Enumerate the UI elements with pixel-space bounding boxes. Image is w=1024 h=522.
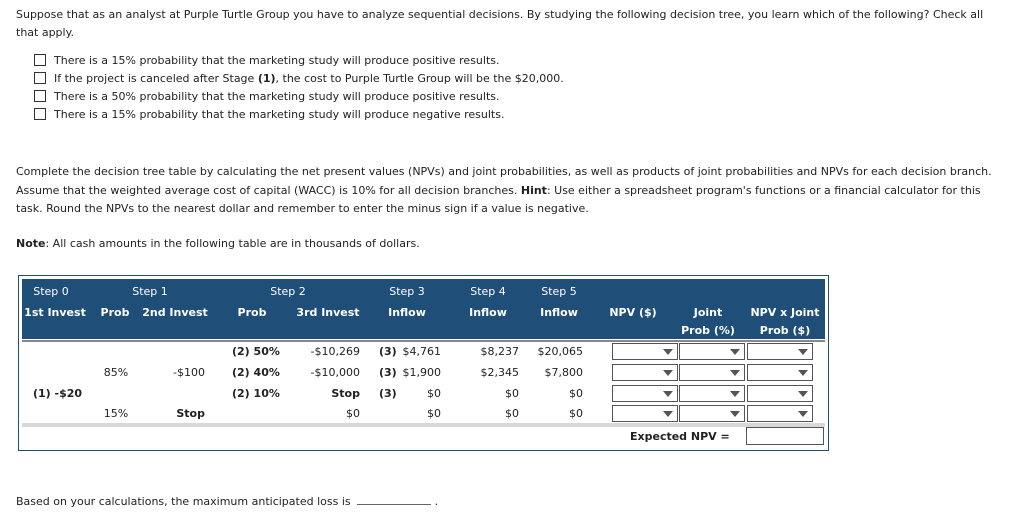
expected-npv-input[interactable]: [746, 427, 824, 445]
row1-prob: (2) 50%: [232, 345, 280, 358]
checkbox[interactable]: [34, 54, 46, 66]
row4-step5-value: $0: [505, 407, 519, 420]
col-third-invest: 3rd Invest: [296, 306, 360, 319]
checklist-item[interactable]: There is a 15% probability that the mark…: [34, 105, 564, 123]
branch-negative-prob: 15%: [103, 407, 129, 420]
branch-negative-invest: Stop: [176, 407, 205, 420]
row3-step5: $0: [569, 387, 583, 400]
chevron-down-icon: [798, 349, 808, 355]
row3-invest: Stop: [331, 387, 360, 400]
chevron-down-icon: [798, 370, 808, 376]
col-npv-x-joint: NPV x Joint: [750, 306, 820, 319]
step0-initial-invest: (1) -$20: [33, 387, 83, 400]
checklist-text: If the project is canceled after Stage (…: [54, 71, 564, 85]
col-npv: NPV ($): [609, 306, 657, 319]
npv-dropdown[interactable]: [612, 385, 678, 402]
header-divider: [22, 340, 825, 342]
row1-step3-value: $4,761: [402, 345, 442, 358]
row4-step3-value: $0: [346, 407, 360, 420]
note: Note: All cash amounts in the following …: [16, 237, 420, 250]
chevron-down-icon: [663, 370, 673, 376]
checklist-item[interactable]: There is a 15% probability that the mark…: [34, 51, 564, 69]
row1-step4: $8,237: [480, 345, 520, 358]
joint-prob-dropdown[interactable]: [679, 405, 745, 422]
row1-step5: $20,065: [537, 345, 584, 358]
npv-x-joint-dropdown[interactable]: [747, 343, 813, 360]
branch-positive-invest: -$100: [173, 366, 205, 379]
row3-step3-value: $0: [427, 387, 441, 400]
joint-prob-dropdown[interactable]: [679, 343, 745, 360]
row2-invest: -$10,000: [310, 366, 360, 379]
col-inflow-5: Inflow: [540, 306, 578, 319]
col-inflow-4: Inflow: [469, 306, 507, 319]
chevron-down-icon: [730, 370, 740, 376]
npv-dropdown[interactable]: [612, 343, 678, 360]
row2-prob: (2) 40%: [232, 366, 280, 379]
row2-step3-label: (3): [379, 366, 397, 379]
step-2-label: Step 2: [270, 285, 306, 298]
row2-step5: $7,800: [544, 366, 584, 379]
step-3-label: Step 3: [389, 285, 425, 298]
step-1-label: Step 1: [132, 285, 168, 298]
checklist-item[interactable]: If the project is canceled after Stage (…: [34, 69, 564, 87]
row3-step4: $0: [505, 387, 519, 400]
checklist-text: There is a 50% probability that the mark…: [54, 89, 500, 103]
footer-divider: [22, 423, 825, 427]
step-0-label: Step 0: [33, 285, 69, 298]
checkbox[interactable]: [34, 108, 46, 120]
chevron-down-icon: [798, 411, 808, 417]
npv-dropdown[interactable]: [612, 405, 678, 422]
npv-x-joint-dropdown[interactable]: [747, 364, 813, 381]
col-first-invest: 1st Invest: [24, 306, 86, 319]
npv-x-joint-dropdown[interactable]: [747, 385, 813, 402]
chevron-down-icon: [663, 391, 673, 397]
joint-prob-dropdown[interactable]: [679, 364, 745, 381]
col-prob-2: Prob: [237, 306, 267, 319]
step-5-label: Step 5: [541, 285, 577, 298]
chevron-down-icon: [730, 411, 740, 417]
col-second-invest: 2nd Invest: [142, 306, 208, 319]
row2-step4: $2,345: [480, 366, 520, 379]
row3-step3-label: (3): [379, 387, 397, 400]
col-prob-1: Prob: [100, 306, 130, 319]
col-npv-x-joint-unit: Prob ($): [759, 324, 811, 337]
col-inflow-3: Inflow: [388, 306, 426, 319]
instructions: Complete the decision tree table by calc…: [16, 165, 992, 215]
chevron-down-icon: [730, 349, 740, 355]
max-loss-blank[interactable]: [356, 493, 431, 505]
chevron-down-icon: [663, 349, 673, 355]
row1-step3-label: (3): [379, 345, 397, 358]
npv-dropdown[interactable]: [612, 364, 678, 381]
row4-step4-value: $0: [427, 407, 441, 420]
checkbox[interactable]: [34, 90, 46, 102]
decision-tree-table: Step 0 Step 1 Step 2 Step 3 Step 4 Step …: [18, 275, 829, 451]
row4-step6-value: $0: [569, 407, 583, 420]
answer-checklist: There is a 15% probability that the mark…: [34, 51, 564, 123]
joint-prob-dropdown[interactable]: [679, 385, 745, 402]
npv-x-joint-dropdown[interactable]: [747, 405, 813, 422]
chevron-down-icon: [663, 411, 673, 417]
checklist-item[interactable]: There is a 50% probability that the mark…: [34, 87, 564, 105]
expected-npv-label: Expected NPV =: [630, 430, 730, 443]
row1-invest: -$10,269: [310, 345, 360, 358]
col-joint-prob-unit: Prob (%): [681, 324, 735, 337]
branch-positive-prob: 85%: [103, 366, 129, 379]
max-loss-question: Based on your calculations, the maximum …: [16, 493, 439, 508]
question-intro: Suppose that as an analyst at Purple Tur…: [16, 8, 984, 39]
row2-step3-value: $1,900: [402, 366, 442, 379]
chevron-down-icon: [730, 391, 740, 397]
table-header: Step 0 Step 1 Step 2 Step 3 Step 4 Step …: [22, 279, 825, 339]
row3-prob: (2) 10%: [232, 387, 280, 400]
col-joint-prob: Joint: [693, 306, 723, 319]
checklist-text: There is a 15% probability that the mark…: [54, 53, 500, 67]
chevron-down-icon: [798, 391, 808, 397]
step-4-label: Step 4: [470, 285, 506, 298]
checklist-text: There is a 15% probability that the mark…: [54, 107, 505, 121]
checkbox[interactable]: [34, 72, 46, 84]
